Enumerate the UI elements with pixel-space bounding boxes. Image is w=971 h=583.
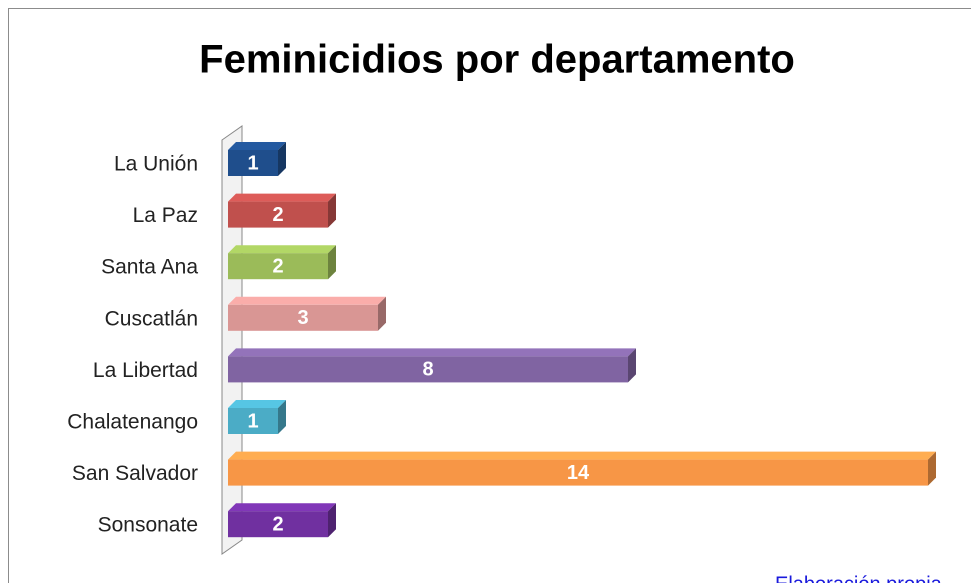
category-label: Cuscatlán: [105, 307, 198, 330]
category-label: Sonsonate: [98, 514, 198, 537]
category-label: Santa Ana: [101, 256, 198, 279]
axis-wall: [221, 125, 243, 555]
bar-top: [228, 451, 936, 460]
bar: [228, 348, 636, 383]
category-label: La Paz: [133, 204, 198, 227]
bar-top: [228, 245, 336, 254]
bar-side: [328, 245, 336, 280]
bar: [228, 503, 336, 538]
bar-front: [228, 253, 328, 280]
bar-side: [328, 193, 336, 228]
category-label: La Libertad: [93, 359, 198, 382]
bar-top: [228, 503, 336, 512]
bar-front: [228, 201, 328, 228]
bar-side: [278, 142, 286, 176]
data-label: 2: [272, 513, 283, 535]
data-label: 14: [567, 462, 590, 484]
bar-top: [228, 348, 636, 357]
bar: [228, 142, 286, 176]
data-label: 8: [422, 359, 433, 381]
bar-front: [228, 408, 278, 434]
bar-front: [228, 150, 278, 176]
bar-side: [278, 400, 286, 434]
bar-top: [228, 142, 286, 150]
bar: [228, 193, 336, 228]
bar-side: [628, 348, 636, 383]
data-label: 2: [272, 204, 283, 226]
bar: [228, 400, 286, 434]
bar-front: [228, 356, 628, 383]
bar: [228, 245, 336, 280]
bar-top: [228, 400, 286, 408]
bar: [228, 296, 386, 331]
data-label: 3: [297, 307, 308, 329]
data-label: 2: [272, 255, 283, 277]
source-note: Elaboración propia: [775, 573, 943, 583]
bar-top: [228, 296, 386, 305]
bar-front: [228, 459, 928, 486]
bar-top: [228, 193, 336, 202]
bar: [228, 451, 936, 486]
bar-side: [328, 503, 336, 538]
bar-side: [928, 451, 936, 486]
bar-side: [378, 296, 386, 331]
data-label: 1: [247, 152, 258, 174]
bar-front: [228, 304, 378, 331]
bar-front: [228, 511, 328, 538]
chart-frame: [8, 8, 971, 583]
data-label: 1: [247, 410, 258, 432]
category-label: La Unión: [114, 153, 198, 176]
category-label: Chalatenango: [67, 411, 198, 434]
category-label: San Salvador: [72, 462, 198, 485]
chart-title: Feminicidios por departamento: [199, 38, 795, 82]
